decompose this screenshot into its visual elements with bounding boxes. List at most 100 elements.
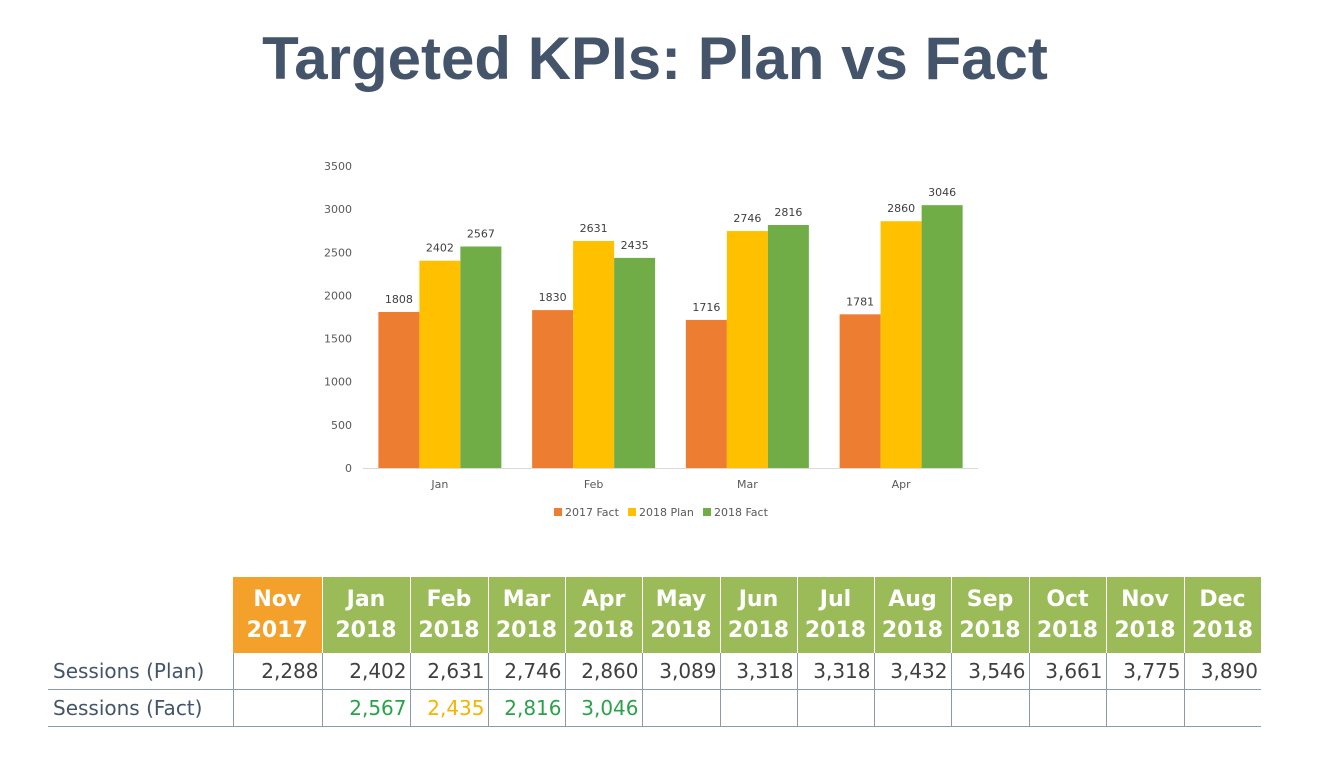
- column-header-year: 2018: [727, 618, 790, 643]
- column-header-year: 2017: [246, 618, 308, 643]
- x-tick-label: Mar: [737, 478, 758, 491]
- bar-2018-plan-jan: [419, 260, 461, 468]
- column-header: Feb 2018: [410, 577, 489, 653]
- bar-2018-plan-feb: [573, 240, 615, 468]
- table-header-row: Nov 2017 Jan 2018 Feb 2018 Mar 2018 Apr 2018 May 20…: [48, 577, 1262, 653]
- column-header-month: May: [655, 587, 707, 612]
- data-label: 2816: [774, 206, 802, 219]
- column-header-year: 2018: [1191, 618, 1254, 643]
- table-cell: [1184, 689, 1261, 727]
- y-tick-label: 2000: [324, 289, 352, 302]
- table-cell: 2,631: [410, 653, 489, 690]
- table-cell: 3,546: [951, 653, 1030, 690]
- column-header-year: 2018: [881, 618, 944, 643]
- column-header-year: 2018: [959, 618, 1021, 643]
- table-cell: [642, 689, 721, 727]
- bar-2018-fact-apr: [921, 205, 963, 469]
- table-cell: 2,860: [565, 653, 643, 690]
- table-cell: [1106, 689, 1185, 727]
- legend-swatch: [554, 508, 562, 516]
- legend-swatch: [628, 508, 636, 516]
- table-cell: 2,816: [488, 689, 566, 727]
- table-cell: 2,288: [233, 653, 323, 690]
- row-label: Sessions (Plan): [48, 653, 234, 690]
- table-corner: [48, 577, 233, 653]
- table-row: Sessions (Plan) 2,288 2,402 2,631 2,746 2,860…: [48, 653, 1261, 690]
- column-header-year: 2018: [335, 618, 397, 643]
- column-header: Nov 2017: [233, 577, 323, 653]
- table-cell: [951, 689, 1030, 727]
- table-cell: [797, 689, 875, 727]
- column-header-month: Sep: [966, 587, 1014, 612]
- legend-swatch: [703, 508, 711, 516]
- y-tick-label: 0: [345, 462, 352, 475]
- column-header: Jan 2018: [322, 577, 411, 653]
- table-cell: 2,435: [410, 689, 489, 727]
- data-label: 2567: [467, 228, 495, 241]
- legend-label: 2017 Fact: [565, 506, 620, 519]
- column-header-month: Oct: [1046, 587, 1089, 612]
- table-cell: [233, 689, 323, 727]
- data-label: 2631: [580, 222, 608, 235]
- table-cell: 3,775: [1106, 653, 1185, 690]
- bar-2018-fact-feb: [614, 257, 656, 468]
- column-header: May 2018: [642, 577, 721, 653]
- column-header-month: Jul: [819, 587, 852, 612]
- x-tick-label: Feb: [584, 478, 603, 491]
- table-cell: 2,567: [322, 689, 411, 727]
- column-header-year: 2018: [1036, 618, 1099, 643]
- table-cell: 3,089: [642, 653, 721, 690]
- bar-2018-fact-mar: [767, 225, 809, 468]
- table-cell: 3,318: [720, 653, 798, 690]
- page-title: Targeted KPIs: Plan vs Fact: [262, 25, 1048, 92]
- data-label: 1781: [846, 295, 874, 308]
- kpi-table: Nov 2017 Jan 2018 Feb 2018 Mar 2018 Apr 2018 May 20…: [48, 577, 1262, 727]
- column-header: Aug 2018: [874, 577, 952, 653]
- data-label: 2402: [426, 242, 454, 255]
- column-header-year: 2018: [1114, 618, 1176, 643]
- bar-2017-fact-apr: [839, 314, 881, 468]
- table-cell: 3,432: [874, 653, 952, 690]
- table-cell: 2,746: [488, 653, 566, 690]
- table-cell: 3,661: [1029, 653, 1107, 690]
- data-label: 2435: [621, 239, 649, 252]
- data-label: 1716: [692, 301, 720, 314]
- column-header-month: Nov: [1121, 587, 1169, 612]
- column-header-year: 2018: [804, 618, 867, 643]
- y-tick-label: 3000: [324, 203, 352, 216]
- y-tick-label: 2500: [324, 246, 352, 259]
- table-row: Sessions (Fact) 2,567 2,435 2,816 3,046: [48, 689, 1261, 727]
- column-header: Dec 2018: [1184, 577, 1262, 653]
- kpi-bar-chart: 0 500 1000 1500 2000 2500 3000 3500 1808 2402 2567…: [324, 160, 978, 519]
- table-cell: [1029, 689, 1107, 727]
- bar-2017-fact-jan: [378, 311, 420, 468]
- column-header-month: Jun: [738, 587, 779, 612]
- column-header-year: 2018: [495, 618, 558, 643]
- column-header: Sep 2018: [951, 577, 1030, 653]
- column-header-month: Aug: [888, 587, 937, 612]
- table-cell: 3,318: [797, 653, 875, 690]
- bar-2018-plan-mar: [726, 231, 768, 468]
- column-header-year: 2018: [418, 618, 480, 643]
- column-header-month: Apr: [581, 587, 626, 612]
- data-label: 3046: [928, 186, 956, 199]
- column-header-month: Nov: [253, 587, 302, 612]
- data-label: 1830: [539, 291, 567, 304]
- table-cell: 2,402: [322, 653, 411, 690]
- column-header: Mar 2018: [488, 577, 566, 653]
- bar-2017-fact-feb: [532, 310, 574, 468]
- table-cell: 3,046: [565, 689, 643, 727]
- x-tick-label: Apr: [892, 478, 912, 491]
- bar-2018-plan-apr: [880, 221, 922, 468]
- column-header-month: Dec: [1199, 587, 1246, 612]
- data-label: 2746: [733, 212, 761, 225]
- bar-2017-fact-mar: [685, 319, 727, 468]
- table-cell: [874, 689, 952, 727]
- bar-2018-fact-jan: [460, 246, 502, 468]
- x-tick-label: Jan: [430, 478, 448, 491]
- table-cell: [720, 689, 798, 727]
- column-header: Jun 2018: [720, 577, 798, 653]
- column-header: Apr 2018: [565, 577, 643, 653]
- column-header-month: Mar: [502, 587, 551, 612]
